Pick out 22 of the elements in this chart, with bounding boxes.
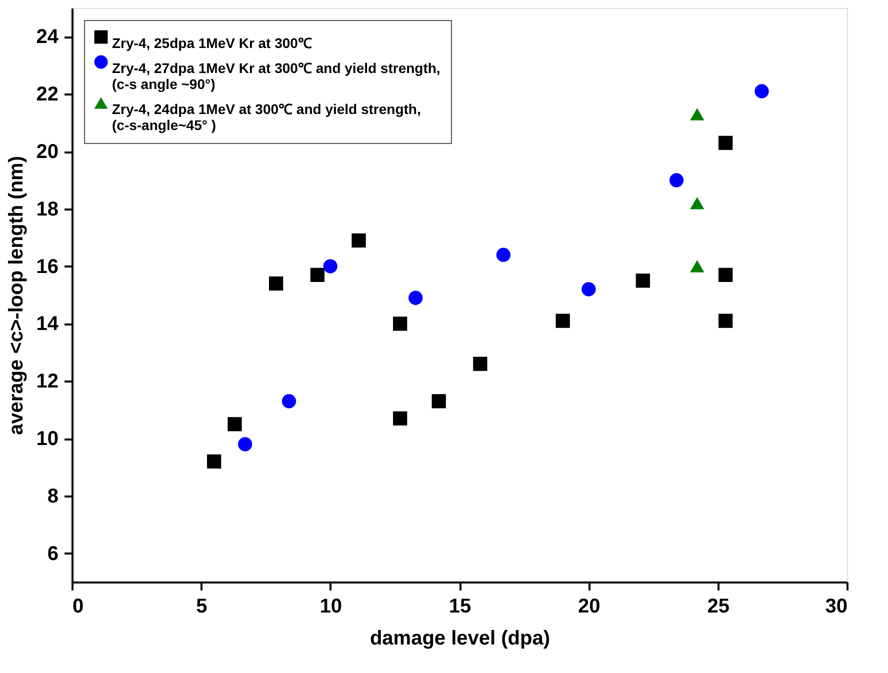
y-tick-label: 24 <box>36 26 60 48</box>
y-tick-label: 10 <box>36 428 58 450</box>
x-axis-title: damage level (dpa) <box>370 628 550 650</box>
x-tick-label: 25 <box>707 596 730 618</box>
x-tick-label: 0 <box>72 596 84 618</box>
y-tick-label: 20 <box>36 141 58 163</box>
y-axis-title: average <c>-loop length (nm) <box>5 156 28 435</box>
y-tick-label: 6 <box>47 542 58 565</box>
x-tick-label: 15 <box>448 596 472 618</box>
y-tick-label: 12 <box>36 370 58 393</box>
x-tick-label: 10 <box>320 596 342 618</box>
y-tick-label: 22 <box>36 84 58 106</box>
x-tick-label: 20 <box>578 596 600 618</box>
legend-label: Zry-4, 27dpa 1MeV Kr at 300℃ and yield strength, (c-s angle ~90°) <box>112 60 440 92</box>
y-tick-label: 8 <box>47 485 58 508</box>
y-tick-label: 14 <box>36 313 60 336</box>
y-tick-label: 16 <box>36 256 58 278</box>
legend-label: Zry-4, 25dpa 1MeV Kr at 300℃ <box>112 35 312 51</box>
x-tick-label: 5 <box>196 596 208 618</box>
x-tick-label: 30 <box>825 596 848 618</box>
y-tick-label: 18 <box>36 198 58 220</box>
legend-label: Zry-4, 24dpa 1MeV at 300℃ and yield strength, (c-s-angle~45° ) <box>112 101 421 133</box>
